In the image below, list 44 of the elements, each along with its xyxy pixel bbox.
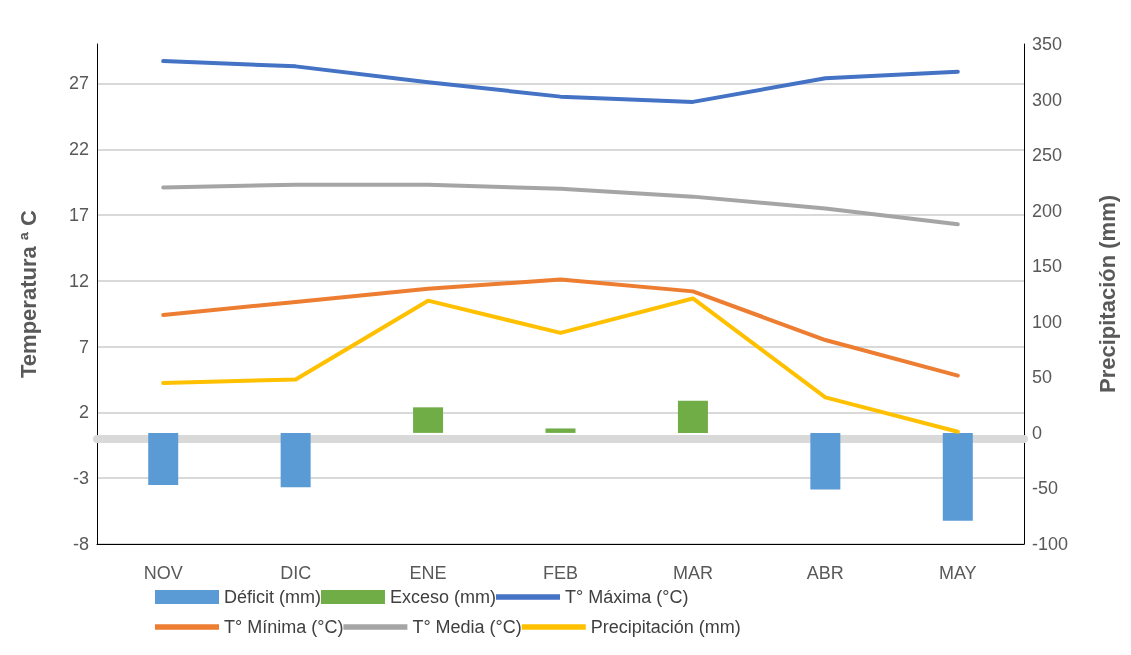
- y-tick-label: 17: [68, 205, 89, 226]
- bar: [545, 428, 576, 433]
- y-axis-title: Temperatura ª C: [15, 209, 41, 378]
- y2-tick-label: -100: [1032, 534, 1069, 554]
- y2-tick-label: 300: [1032, 89, 1063, 110]
- x-tick-label: ABR: [806, 563, 844, 583]
- y-tick-label: 2: [78, 402, 89, 423]
- bar: [280, 432, 311, 488]
- y2-tick-label: 50: [1032, 367, 1053, 388]
- bar: [942, 432, 973, 521]
- legend-label: Déficit (mm): [224, 587, 321, 607]
- x-tick-label: NOV: [143, 563, 183, 583]
- y2-tick-label: 150: [1032, 256, 1063, 277]
- y2-tick-label: 100: [1032, 311, 1063, 332]
- legend-label: T° Máxima (°C): [564, 587, 689, 607]
- legend-label: Exceso (mm): [389, 587, 496, 607]
- line-series: [161, 296, 960, 434]
- bar: [677, 400, 708, 433]
- x-tick-label: DIC: [280, 563, 312, 583]
- y2-tick-label: 350: [1032, 34, 1063, 54]
- legend-label: T° Mínima (°C): [224, 617, 344, 637]
- y-tick-label: 12: [68, 270, 89, 291]
- y-tick-label: 27: [68, 73, 89, 94]
- y-tick-label: 22: [68, 139, 89, 160]
- line-series: [161, 182, 960, 227]
- x-tick-label: ENE: [409, 563, 447, 583]
- y-tick-label: 7: [78, 336, 89, 357]
- line-series: [161, 277, 960, 378]
- y2-tick-label: 200: [1032, 200, 1063, 221]
- legend-label: Precipitación (mm): [590, 617, 741, 637]
- line-series: [161, 59, 960, 104]
- bar: [148, 432, 179, 486]
- y2-tick-label: 250: [1032, 145, 1063, 166]
- x-tick-label: FEB: [542, 563, 579, 583]
- x-tick-label: MAR: [672, 563, 713, 583]
- y-tick-label: -3: [72, 468, 89, 489]
- y-tick-label: -8: [72, 534, 89, 554]
- y2-tick-label: -50: [1032, 478, 1059, 499]
- x-tick-label: MAY: [938, 563, 977, 583]
- y2-axis-title: Precipitación (mm): [1094, 194, 1120, 394]
- bar: [413, 407, 444, 433]
- legend-label: T° Media (°C): [412, 617, 522, 637]
- y2-tick-label: 0: [1032, 422, 1043, 443]
- bar: [810, 432, 841, 490]
